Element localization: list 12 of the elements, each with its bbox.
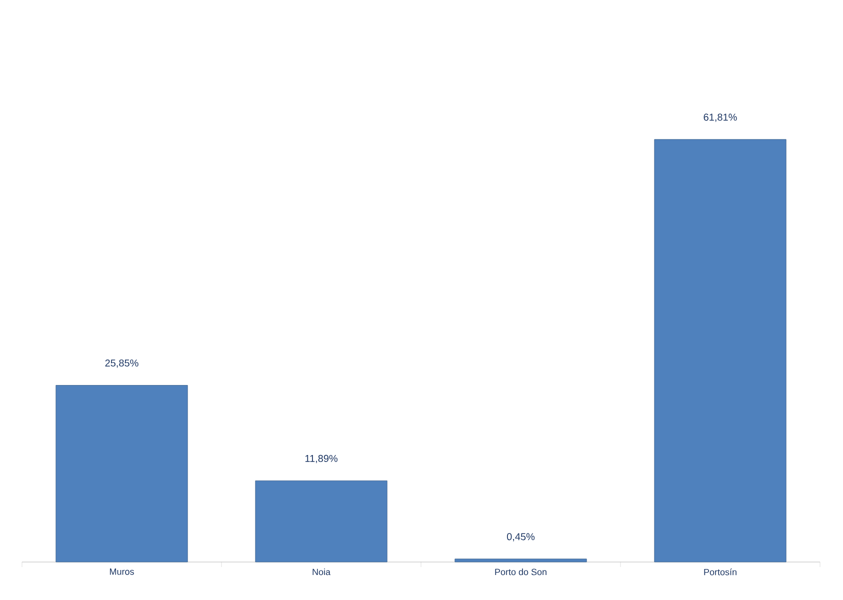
bar [654,139,786,562]
bar [56,385,188,562]
data-label: 0,45% [506,533,535,542]
x-tick-label: Portosín [704,568,736,576]
data-label: 11,89% [305,454,338,464]
x-tick-label: Muros [110,568,134,575]
bar [454,558,587,562]
data-label: 25,85% [105,359,138,368]
data-label: 61,81% [704,114,737,122]
x-tick-label: Noia [312,568,331,576]
x-tick-label: Porto do Son [495,568,546,576]
bar [255,480,388,562]
